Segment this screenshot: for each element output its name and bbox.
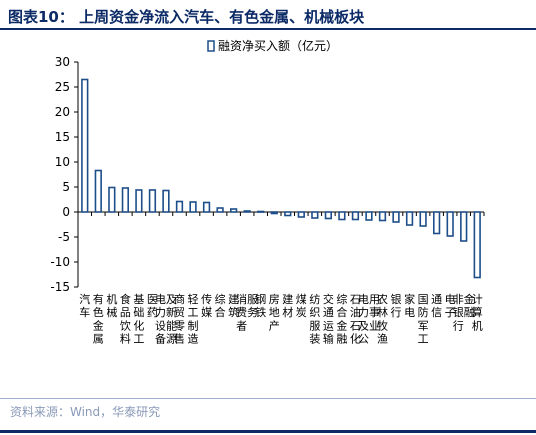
bar [284, 211, 292, 217]
category-label: 煤炭 [296, 293, 307, 319]
category-label: 机械 [106, 292, 117, 319]
bar [257, 210, 265, 213]
legend-label: 融资净买入额（亿元） [218, 38, 338, 53]
bar [378, 211, 387, 222]
bar [460, 211, 468, 242]
bar [189, 201, 197, 213]
y-tick-label: 20 [55, 105, 70, 119]
bar [419, 211, 427, 227]
bar [432, 211, 441, 235]
bar-chart: 融资净买入额（亿元） 30 25 20 15 10 5 0 -5 -10 -15 汽车有色金属机械… [50, 38, 485, 346]
bar [108, 186, 116, 213]
bar [243, 210, 251, 213]
bar [81, 78, 89, 213]
bar [405, 211, 414, 226]
bar [311, 211, 319, 219]
bar [297, 211, 305, 218]
category-label: 医药 [147, 293, 158, 319]
category-label: 通信 [431, 293, 442, 319]
y-tick-label: 5 [62, 180, 70, 194]
y-tick-label: 0 [62, 205, 70, 219]
y-tick-label: -5 [58, 230, 70, 244]
y-tick-label: 10 [55, 155, 70, 169]
category-label: 建材 [282, 292, 293, 319]
axes: 30 25 20 15 10 5 0 -5 -10 -15 [50, 55, 485, 294]
y-tick-label: -10 [50, 255, 70, 269]
category-label: 农林牧渔 [377, 292, 388, 346]
bar [148, 189, 157, 213]
category-label: 交通运输 [323, 292, 334, 346]
y-tick-label: 30 [55, 55, 70, 69]
bars [81, 78, 481, 279]
bar [365, 211, 373, 221]
category-label: 纺织服装 [309, 292, 320, 346]
figure-title: 图表10： 上周资金净流入汽车、有色金属、机械板块 [8, 8, 365, 26]
category-label: 钢铁 [255, 293, 266, 319]
category-label: 综合 [215, 292, 226, 319]
category-label: 银行 [391, 292, 402, 319]
bar [446, 211, 454, 237]
bar [216, 207, 224, 213]
legend: 融资净买入额（亿元） [207, 38, 338, 53]
category-label: 电力及公用事业 [358, 293, 380, 346]
title-divider [0, 28, 536, 30]
category-label: 石油石化 [350, 293, 361, 346]
bar [473, 211, 481, 279]
category-label: 计算机 [472, 293, 483, 332]
legend-swatch [207, 40, 215, 52]
y-tick-label: 25 [55, 80, 70, 94]
bar [392, 211, 400, 223]
category-label: 食品饮料 [120, 292, 131, 346]
bar [135, 189, 143, 213]
category-label: 传媒 [201, 293, 212, 319]
category-label: 电力设备及新能源 [155, 293, 177, 346]
category-label: 电子 [445, 293, 456, 319]
bar [121, 187, 130, 213]
category-label: 商贸零售 [174, 292, 185, 346]
bar [162, 189, 170, 213]
bar [338, 211, 346, 221]
bottom-divider [0, 430, 536, 433]
category-label: 有色金属 [93, 292, 104, 346]
source-divider [0, 398, 536, 399]
bar [175, 200, 184, 213]
bar [324, 211, 333, 220]
bar [351, 211, 360, 221]
category-label: 综合金融 [336, 292, 347, 346]
category-label: 非银行金融 [453, 292, 475, 332]
category-label: 轻工制造 [188, 292, 199, 346]
category-label: 房地产 [269, 293, 280, 332]
category-label: 国防军工 [418, 293, 429, 346]
bar [94, 169, 102, 213]
category-labels: 汽车有色金属机械食品饮料基础化工医药电力设备及新能源商贸零售轻工制造传媒综合建筑… [79, 292, 482, 346]
category-label: 建筑 [228, 292, 239, 319]
category-label: 基础化工 [133, 293, 144, 346]
y-tick-label: 15 [55, 130, 70, 144]
category-label: 家电 [404, 292, 415, 319]
category-label: 消费者服务 [236, 292, 258, 332]
category-label: 汽车 [79, 292, 90, 319]
y-tick-label: -15 [50, 280, 70, 294]
bar [229, 208, 238, 213]
bar [202, 201, 211, 213]
bar [270, 211, 278, 215]
source-note: 资料来源：Wind，华泰研究 [10, 405, 161, 419]
